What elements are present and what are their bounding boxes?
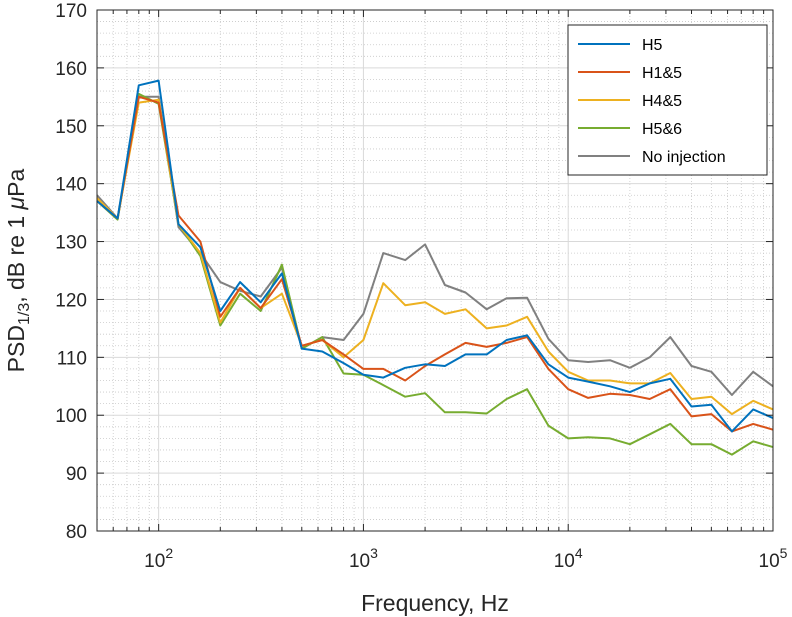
y-tick-label: 110 (57, 348, 87, 369)
series-line-no-injection (96, 95, 774, 396)
legend-label: H5&6 (642, 121, 682, 138)
y-axis-label-sub: 1/3 (16, 303, 33, 325)
y-tick-label: 120 (55, 290, 87, 311)
x-tick-label-base: 10 (759, 551, 780, 572)
x-tick-label: 105 (759, 545, 788, 572)
y-axis-label-rest: , dB re 1 (3, 209, 29, 302)
y-tick-label: 80 (66, 522, 87, 543)
x-tick-label-base: 10 (144, 551, 165, 572)
y-tick-label: 130 (55, 233, 87, 254)
x-tick-label-base: 10 (554, 551, 575, 572)
series-line-h4-5 (96, 98, 774, 416)
y-tick-label: 140 (55, 175, 87, 196)
x-tick-label: 104 (554, 545, 583, 572)
x-tick-label-exponent: 4 (575, 545, 583, 561)
x-tick-label-exponent: 3 (370, 545, 378, 561)
legend-label: No injection (642, 149, 726, 166)
y-axis-label: PSD1/3, dB re 1 μPa (3, 168, 33, 372)
series-lines (96, 79, 774, 456)
x-tick-label-exponent: 2 (165, 545, 173, 561)
y-tick-label: 160 (55, 59, 87, 80)
x-tick-label-base: 10 (349, 551, 370, 572)
legend-label: H4&5 (642, 93, 682, 110)
y-axis-label-mu: μ (3, 196, 29, 210)
y-tick-label: 100 (55, 406, 87, 427)
y-axis-label-unit: Pa (3, 168, 29, 196)
x-tick-label-exponent: 5 (780, 545, 788, 561)
plot-frame (96, 9, 774, 532)
y-axis-label-main: PSD (3, 325, 29, 372)
legend: H5 H1&5 H4&5 H5&6 No injection (567, 24, 768, 176)
x-tick-label: 102 (144, 545, 173, 572)
series-line-h5 (96, 79, 774, 433)
x-axis-label: Frequency, Hz (361, 590, 509, 616)
legend-label: H5 (642, 37, 663, 54)
x-tick-label: 103 (349, 545, 378, 572)
y-tick-label: 90 (66, 464, 87, 485)
legend-label: H1&5 (642, 65, 682, 82)
y-tick-label: 170 (55, 1, 87, 22)
y-tick-label: 150 (55, 117, 87, 138)
